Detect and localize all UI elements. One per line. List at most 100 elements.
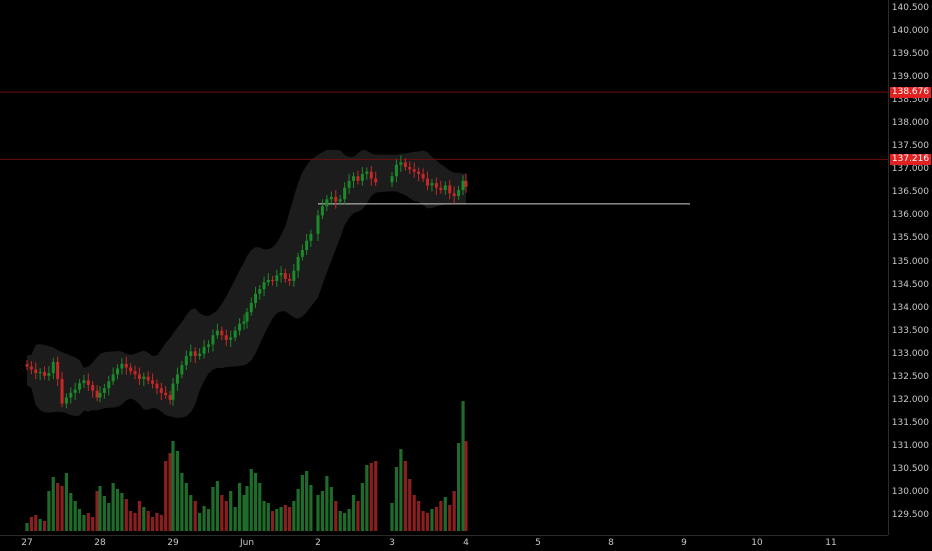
- candle-body: [78, 383, 82, 390]
- time-tick-label: 4: [463, 538, 469, 548]
- price-tick-label: 134.000: [891, 302, 929, 313]
- volume-bar: [343, 513, 347, 531]
- candle-body: [329, 196, 333, 200]
- volume-bar: [452, 491, 456, 531]
- volume-bar: [238, 483, 242, 531]
- candle-body: [347, 180, 351, 188]
- candle-body: [448, 185, 452, 194]
- candle-body: [271, 279, 275, 281]
- candle-body: [193, 351, 197, 356]
- candle-body: [352, 176, 356, 181]
- candle-body: [300, 249, 304, 257]
- candle-body: [129, 367, 133, 372]
- candle-body: [124, 363, 128, 368]
- volume-bar: [95, 491, 99, 531]
- candle-body: [211, 335, 215, 345]
- candle-body: [116, 368, 120, 375]
- candle-body: [137, 374, 141, 380]
- volume-bar: [202, 506, 206, 531]
- volume-bar: [329, 487, 333, 531]
- volume-bar: [275, 509, 279, 531]
- candle-body: [408, 167, 412, 170]
- volume-bar: [233, 507, 237, 531]
- time-tick-label: 9: [681, 538, 687, 548]
- candle-body: [390, 176, 394, 183]
- price-tick-label: 131.000: [891, 440, 929, 451]
- volume-bar: [107, 503, 111, 531]
- chart-plot-area[interactable]: [0, 0, 888, 535]
- candle-body: [254, 293, 258, 303]
- volume-bar: [51, 477, 55, 531]
- candle-body: [69, 392, 73, 398]
- candle-body: [47, 373, 51, 376]
- candle-body: [426, 178, 430, 186]
- volume-bar: [356, 501, 360, 531]
- volume-bar: [180, 473, 184, 531]
- price-tick-label: 132.500: [891, 371, 929, 382]
- volume-bar: [316, 495, 320, 531]
- volume-bar: [171, 441, 175, 531]
- volume-bar: [258, 483, 262, 531]
- candle-body: [198, 353, 202, 356]
- bollinger-band: [27, 149, 466, 419]
- volume-bar: [417, 501, 421, 531]
- candle-body: [374, 178, 378, 183]
- volume-bar: [403, 461, 407, 531]
- candle-body: [175, 374, 179, 384]
- volume-bar: [86, 513, 90, 531]
- volume-bar: [146, 511, 150, 531]
- candle-body: [224, 335, 228, 340]
- volume-bar: [60, 486, 64, 531]
- price-tick-label: 133.500: [891, 325, 929, 336]
- volume-bar: [425, 513, 430, 531]
- volume-bar: [448, 505, 452, 531]
- volume-bar: [56, 483, 60, 531]
- volume-bar: [124, 499, 128, 531]
- candle-body: [356, 176, 360, 181]
- price-tick-label: 135.500: [891, 233, 929, 244]
- time-tick-label: 5: [535, 538, 541, 548]
- volume-bar: [461, 401, 465, 531]
- volume-bar: [457, 443, 461, 531]
- price-tick-label: 137.000: [891, 164, 929, 175]
- price-chart-svg[interactable]: [0, 0, 888, 535]
- candle-body: [279, 273, 283, 276]
- candle-body: [73, 389, 77, 393]
- candle-body: [360, 173, 364, 181]
- price-tick-label: 131.500: [891, 417, 929, 428]
- price-tick-label: 136.000: [891, 210, 929, 221]
- time-tick-label: 3: [389, 538, 395, 548]
- candle-body: [439, 187, 443, 191]
- candle-body: [238, 323, 242, 331]
- price-tick-label: 140.500: [891, 3, 929, 13]
- candle-body: [43, 372, 47, 376]
- candle-body: [133, 371, 137, 375]
- candle-body: [29, 366, 33, 370]
- volume-bar: [193, 501, 197, 531]
- candle-body: [443, 185, 447, 191]
- price-tick-label: 139.000: [891, 72, 929, 83]
- volume-bar: [394, 467, 399, 531]
- price-axis[interactable]: 140.500 140.000 139.500 139.000 138.500 138.0…: [888, 0, 932, 535]
- candle-body: [171, 383, 175, 400]
- candle-body: [98, 392, 102, 398]
- volume-bar: [309, 485, 313, 531]
- candle-body: [288, 279, 292, 281]
- price-tick-label: 134.500: [891, 279, 929, 290]
- candle-body: [457, 190, 461, 197]
- volume-bar: [270, 511, 275, 531]
- candle-body: [146, 376, 150, 381]
- price-tick-label: 138.000: [891, 118, 929, 129]
- volume-bar: [412, 495, 416, 531]
- volume-bar: [351, 495, 356, 531]
- volume-bar: [300, 475, 304, 531]
- price-tick-label: 137.500: [891, 141, 929, 152]
- volume-bar: [320, 491, 325, 531]
- volume-bar: [64, 473, 69, 531]
- candle-body: [412, 169, 416, 172]
- price-tick-label: 139.500: [891, 49, 929, 60]
- candle-body: [120, 363, 124, 369]
- volume-bar: [334, 501, 338, 531]
- time-axis[interactable]: 27 28 29 Jun 2 3 4 5 8 9 10 11: [0, 535, 888, 551]
